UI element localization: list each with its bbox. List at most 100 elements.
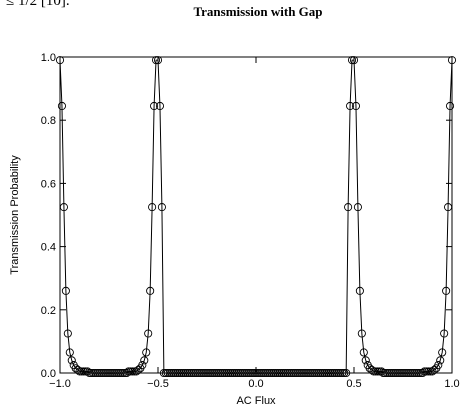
data-point xyxy=(422,367,431,376)
data-point xyxy=(85,368,94,378)
data-point xyxy=(283,368,292,378)
data-point xyxy=(87,368,96,378)
data-point xyxy=(206,368,215,378)
data-point xyxy=(118,368,127,378)
data-point xyxy=(89,368,98,378)
data-point xyxy=(177,368,186,378)
y-tick-label: 0.4 xyxy=(41,242,56,254)
data-point xyxy=(398,368,408,378)
data-point xyxy=(385,368,394,378)
data-point xyxy=(65,348,74,357)
data-point xyxy=(124,367,133,376)
data-point xyxy=(232,368,241,378)
y-tick-label: 0.6 xyxy=(41,178,56,190)
data-point xyxy=(438,348,447,357)
data-point xyxy=(326,368,335,378)
data-point xyxy=(434,361,443,370)
data-point xyxy=(346,101,355,111)
data-point xyxy=(165,368,174,378)
data-point xyxy=(383,368,392,378)
data-point xyxy=(59,203,68,212)
data-point xyxy=(244,368,253,378)
data-point xyxy=(134,365,143,374)
data-point xyxy=(440,329,449,338)
data-point xyxy=(101,368,110,378)
data-point xyxy=(420,367,429,376)
data-point xyxy=(340,368,349,378)
data-point xyxy=(304,368,313,378)
data-point xyxy=(224,368,233,378)
data-point xyxy=(210,368,219,378)
data-point xyxy=(351,101,361,111)
data-point xyxy=(67,356,76,365)
data-point xyxy=(246,368,255,378)
data-point xyxy=(265,368,274,378)
data-point xyxy=(173,368,182,378)
data-point xyxy=(430,365,439,374)
data-point xyxy=(122,368,131,378)
data-point xyxy=(277,368,286,378)
data-point xyxy=(361,356,370,365)
x-axis-label: AC Flux xyxy=(236,395,276,407)
data-point xyxy=(371,367,380,376)
data-point xyxy=(259,368,268,378)
data-point xyxy=(79,367,88,376)
y-tick-label: 1.0 xyxy=(41,52,56,64)
data-point xyxy=(161,368,170,378)
data-point xyxy=(302,368,312,378)
data-point xyxy=(120,368,129,378)
data-point xyxy=(99,368,108,378)
x-tick-label: −1.0 xyxy=(49,378,71,390)
data-point xyxy=(214,368,223,378)
data-point xyxy=(138,361,147,370)
data-point xyxy=(379,368,388,378)
data-point xyxy=(238,368,247,378)
data-point xyxy=(257,368,266,378)
data-point xyxy=(240,368,249,378)
data-point xyxy=(414,368,423,378)
data-point xyxy=(261,368,270,378)
data-point xyxy=(63,329,72,338)
data-point xyxy=(116,368,125,378)
data-point xyxy=(77,367,86,376)
data-point xyxy=(218,368,227,378)
data-point xyxy=(151,56,161,65)
x-tick-label: 0.0 xyxy=(248,378,263,390)
data-point xyxy=(157,203,166,212)
data-point xyxy=(73,365,82,374)
data-point xyxy=(226,368,235,378)
data-point xyxy=(273,368,282,378)
data-point xyxy=(153,56,163,65)
x-tick-label: 0.5 xyxy=(346,378,361,390)
data-point xyxy=(155,101,165,111)
data-point xyxy=(199,368,208,378)
data-point xyxy=(216,368,225,378)
data-point xyxy=(263,368,272,378)
data-point xyxy=(167,368,176,378)
data-point xyxy=(204,368,214,378)
data-point xyxy=(163,368,172,378)
data-point xyxy=(275,368,284,378)
data-point xyxy=(228,368,237,378)
data-point xyxy=(267,368,276,378)
data-point xyxy=(230,368,239,378)
y-tick-label: 0.8 xyxy=(41,115,56,127)
data-point xyxy=(81,367,90,376)
data-point xyxy=(330,368,339,378)
data-point xyxy=(144,329,153,338)
data-point xyxy=(253,368,263,378)
data-point xyxy=(75,367,84,376)
data-point xyxy=(83,367,92,376)
data-point xyxy=(175,368,184,378)
data-point xyxy=(377,367,386,376)
data-point xyxy=(328,368,337,378)
data-point xyxy=(373,367,382,376)
data-point xyxy=(445,101,455,111)
data-point xyxy=(408,368,417,378)
data-point xyxy=(347,56,357,65)
data-point xyxy=(300,368,310,378)
data-point xyxy=(108,368,117,378)
data-point xyxy=(324,368,333,378)
data-point xyxy=(412,368,421,378)
data-point xyxy=(187,368,196,378)
